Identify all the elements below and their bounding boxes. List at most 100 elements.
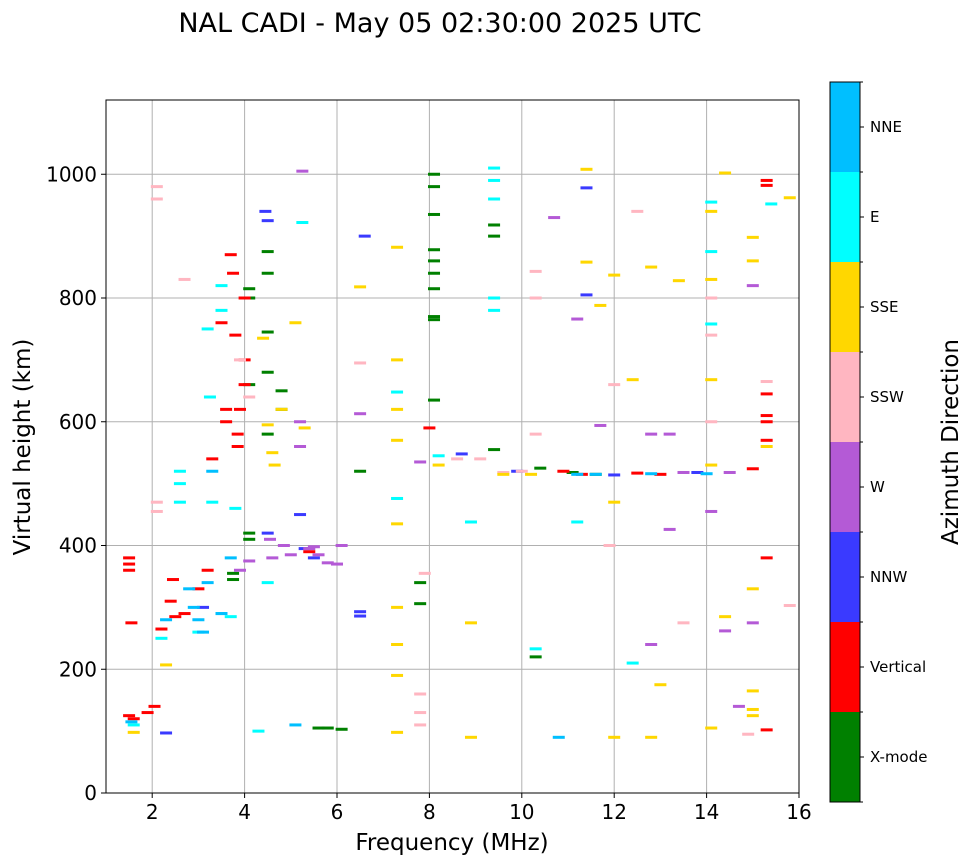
y-tick-label: 200 (59, 657, 97, 681)
data-point-e (705, 322, 718, 326)
data-point-w (746, 284, 759, 288)
data-point-vertical (238, 296, 251, 300)
data-point-vertical (164, 599, 177, 603)
data-point-x-mode (428, 172, 441, 176)
data-point-vertical (760, 414, 773, 418)
data-point-sse (746, 689, 759, 693)
data-point-sse (497, 472, 510, 476)
data-point-ssw (243, 395, 256, 399)
data-point-vertical (238, 383, 251, 387)
x-tick-label: 16 (786, 800, 811, 824)
data-point-sse (654, 683, 667, 687)
data-point-sse (626, 378, 639, 382)
data-point-x-mode (428, 315, 441, 319)
data-point-sse (289, 321, 302, 325)
data-point-w (663, 527, 676, 531)
x-tick-label: 14 (694, 800, 719, 824)
data-point-ssw (178, 277, 191, 281)
data-point-w (331, 562, 343, 566)
data-point-x-mode (243, 287, 256, 291)
data-point-x-mode (321, 726, 334, 730)
data-point-vertical (155, 627, 168, 631)
data-point-w (335, 544, 348, 547)
data-point-w (312, 553, 325, 557)
data-point-nnw (608, 473, 621, 477)
data-point-e (296, 221, 309, 225)
data-point-nnw (358, 234, 371, 238)
grid-lines (106, 100, 800, 794)
data-point-e (173, 482, 186, 486)
x-tick-label: 10 (509, 800, 534, 824)
data-point-vertical (148, 704, 161, 708)
data-point-sse (391, 407, 404, 411)
data-point-w (266, 556, 279, 560)
data-point-x-mode (428, 271, 441, 275)
data-point-sse (719, 171, 732, 175)
data-point-vertical (303, 550, 316, 554)
data-point-vertical (166, 578, 179, 582)
data-point-nnw (307, 556, 320, 560)
data-point-w (414, 460, 427, 464)
data-point-ssw (233, 358, 246, 362)
data-point-vertical (141, 711, 154, 715)
data-point-w (723, 470, 736, 474)
data-point-vertical (760, 556, 773, 560)
plot-frame (105, 99, 800, 794)
data-point-ssw (497, 470, 510, 474)
y-tick-label: 400 (59, 534, 97, 558)
data-point-x-mode (428, 259, 441, 263)
data-point-sse (672, 279, 685, 283)
data-point-sse (594, 303, 607, 307)
data-point-ssw (418, 571, 431, 575)
data-point-x-mode (261, 250, 274, 254)
data-point-w (284, 553, 297, 557)
data-point-nnw (160, 731, 173, 735)
data-point-nne (125, 720, 138, 724)
data-point-sse (354, 285, 367, 289)
data-point-nne (201, 581, 214, 585)
data-point-nnw (197, 605, 210, 609)
data-points (123, 166, 796, 739)
data-point-x-mode (261, 370, 274, 374)
data-point-vertical (220, 407, 233, 411)
data-point-sse (391, 245, 404, 249)
data-point-nnw (354, 614, 367, 618)
data-point-x-mode (243, 531, 256, 535)
data-point-e (224, 615, 237, 619)
x-axis-ticks: 2 4 6 8 10 12 14 16 (146, 793, 812, 824)
data-point-sse (127, 730, 140, 734)
data-point-ssw (705, 296, 718, 300)
data-point-sse (391, 643, 404, 646)
data-point-sse (645, 735, 658, 739)
data-point-w (354, 412, 367, 416)
colorbar-segment-nnw (830, 532, 860, 622)
data-point-sse (391, 730, 404, 734)
data-point-x-mode (428, 248, 441, 252)
data-point-sse (746, 707, 759, 711)
data-point-e (488, 296, 501, 300)
data-point-nne (589, 472, 602, 476)
data-point-x-mode (335, 727, 348, 731)
data-point-sse (760, 445, 773, 448)
data-point-vertical (557, 469, 570, 473)
data-point-e (206, 500, 219, 504)
data-point-e (391, 496, 404, 500)
data-point-w (719, 629, 732, 633)
x-tick-label: 6 (331, 800, 344, 824)
data-point-vertical (220, 420, 233, 424)
data-point-vertical (201, 568, 214, 572)
data-point-x-mode (243, 537, 256, 541)
colorbar-tick-label: SSE (870, 298, 899, 316)
data-point-ssw (150, 185, 163, 189)
data-point-nnw (261, 531, 274, 535)
data-point-x-mode (428, 212, 441, 216)
colorbar-segment-sse (830, 262, 860, 352)
data-point-vertical (125, 621, 138, 625)
data-point-vertical (760, 420, 773, 424)
data-point-ssw (529, 432, 542, 436)
data-point-w (594, 423, 607, 427)
data-point-ssw (150, 197, 163, 201)
data-point-sse (608, 500, 621, 504)
data-point-ssw (474, 457, 487, 461)
x-tick-label: 4 (238, 800, 251, 824)
